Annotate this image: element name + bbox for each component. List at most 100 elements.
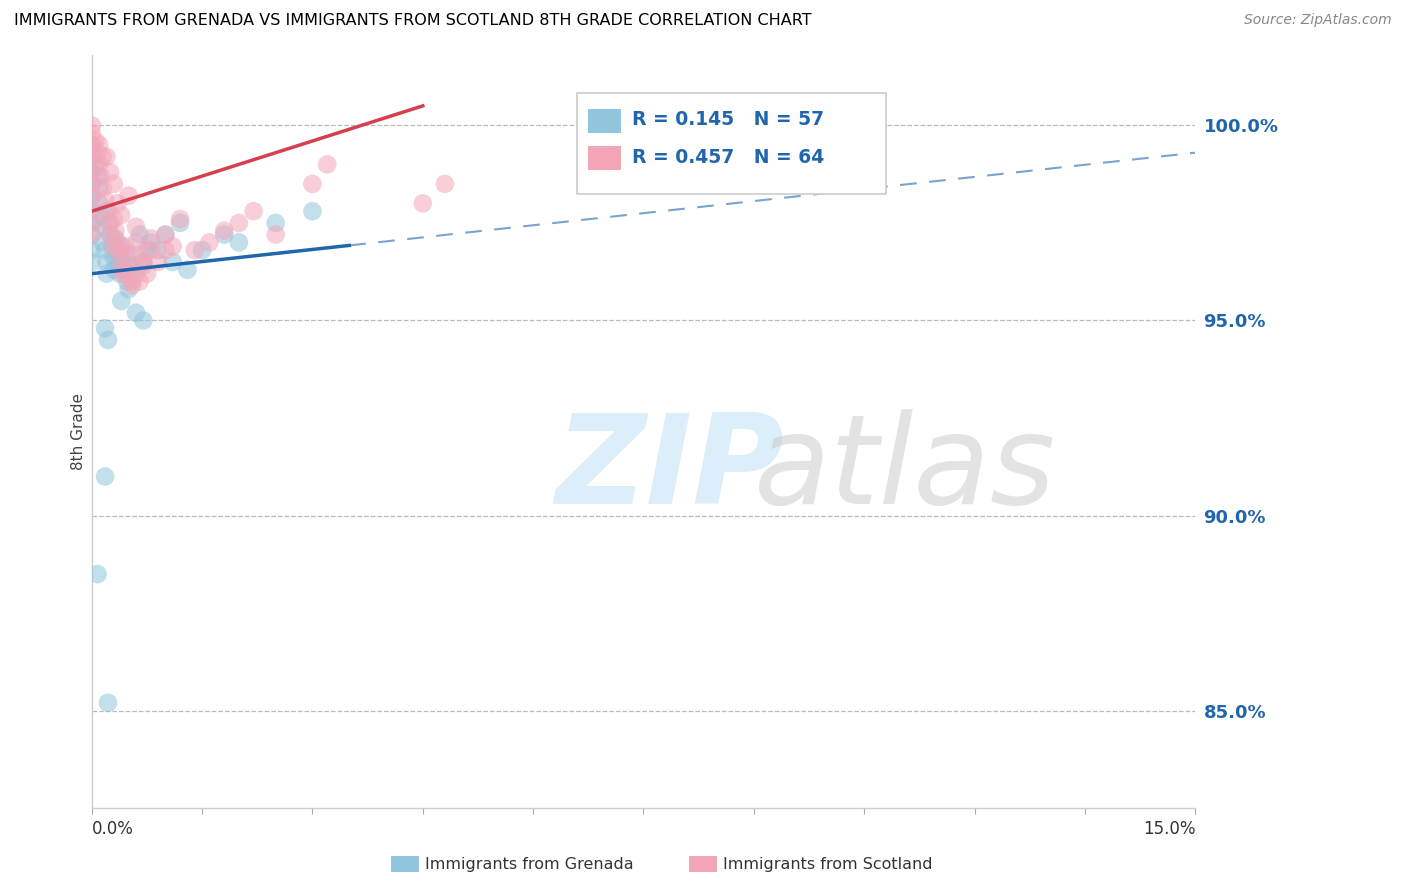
Point [80, 227, 103, 242]
Point [80, 244, 103, 258]
Point [121, 259, 143, 273]
Point [198, 235, 221, 250]
Point [108, 267, 131, 281]
Point [110, 293, 132, 308]
Point [96, 150, 118, 164]
Point [97, 216, 120, 230]
Point [91, 150, 114, 164]
Point [103, 177, 125, 191]
Point [80, 165, 103, 179]
FancyBboxPatch shape [578, 93, 886, 194]
Point [139, 235, 162, 250]
Point [89, 196, 111, 211]
Point [128, 275, 150, 289]
Point [97, 204, 120, 219]
Point [132, 255, 155, 269]
Point [125, 219, 148, 234]
Point [80, 150, 103, 164]
Point [128, 227, 150, 242]
Point [107, 244, 129, 258]
Point [110, 239, 132, 253]
Point [94, 193, 117, 207]
Point [110, 251, 132, 265]
Point [101, 239, 124, 253]
Point [228, 235, 250, 250]
Point [184, 244, 207, 258]
Point [96, 267, 118, 281]
Point [117, 247, 139, 261]
Point [169, 212, 191, 227]
FancyBboxPatch shape [588, 146, 621, 170]
Point [264, 227, 287, 242]
Point [91, 181, 114, 195]
Point [80, 204, 103, 219]
Point [169, 216, 191, 230]
Point [104, 231, 127, 245]
Point [80, 177, 103, 191]
Point [101, 239, 124, 253]
Point [84, 134, 107, 148]
Point [114, 267, 136, 281]
Point [86, 567, 108, 582]
Text: Source: ZipAtlas.com: Source: ZipAtlas.com [1244, 13, 1392, 28]
Point [301, 204, 323, 219]
Point [146, 255, 169, 269]
Point [104, 224, 127, 238]
Point [125, 267, 148, 281]
Point [316, 157, 339, 171]
Point [97, 333, 120, 347]
Point [80, 227, 103, 242]
Point [86, 145, 108, 160]
Point [162, 239, 184, 253]
Text: R = 0.145   N = 57: R = 0.145 N = 57 [633, 111, 824, 129]
Text: atlas: atlas [754, 409, 1056, 530]
Point [128, 247, 150, 261]
Point [212, 224, 235, 238]
Point [91, 219, 114, 234]
Point [80, 188, 103, 202]
Point [80, 216, 103, 230]
Point [264, 216, 287, 230]
Point [228, 216, 250, 230]
Point [107, 196, 129, 211]
Point [103, 251, 125, 265]
Point [136, 267, 159, 281]
FancyBboxPatch shape [588, 109, 621, 133]
Point [125, 306, 148, 320]
Y-axis label: 8th Grade: 8th Grade [72, 393, 86, 470]
Text: Immigrants from Grenada: Immigrants from Grenada [425, 857, 633, 871]
Point [90, 169, 112, 183]
Point [80, 119, 103, 133]
Point [98, 165, 121, 179]
Point [212, 227, 235, 242]
Point [139, 231, 162, 245]
Point [301, 177, 323, 191]
Point [80, 188, 103, 202]
Point [90, 208, 112, 222]
Point [94, 244, 117, 258]
Text: ZIP: ZIP [555, 409, 785, 530]
Point [117, 282, 139, 296]
Point [433, 177, 456, 191]
Point [80, 177, 103, 191]
Point [80, 165, 103, 179]
Point [80, 216, 103, 230]
Point [80, 137, 103, 152]
Point [162, 255, 184, 269]
Point [242, 204, 264, 219]
Point [94, 321, 117, 335]
Point [121, 278, 143, 293]
Point [121, 275, 143, 289]
Point [132, 255, 155, 269]
Point [110, 208, 132, 222]
Point [91, 235, 114, 250]
Point [96, 204, 118, 219]
Point [125, 235, 148, 250]
Point [103, 262, 125, 277]
Point [86, 169, 108, 183]
Text: R = 0.457   N = 64: R = 0.457 N = 64 [633, 148, 825, 167]
Point [412, 196, 434, 211]
Point [98, 216, 121, 230]
Point [89, 137, 111, 152]
Point [96, 255, 118, 269]
